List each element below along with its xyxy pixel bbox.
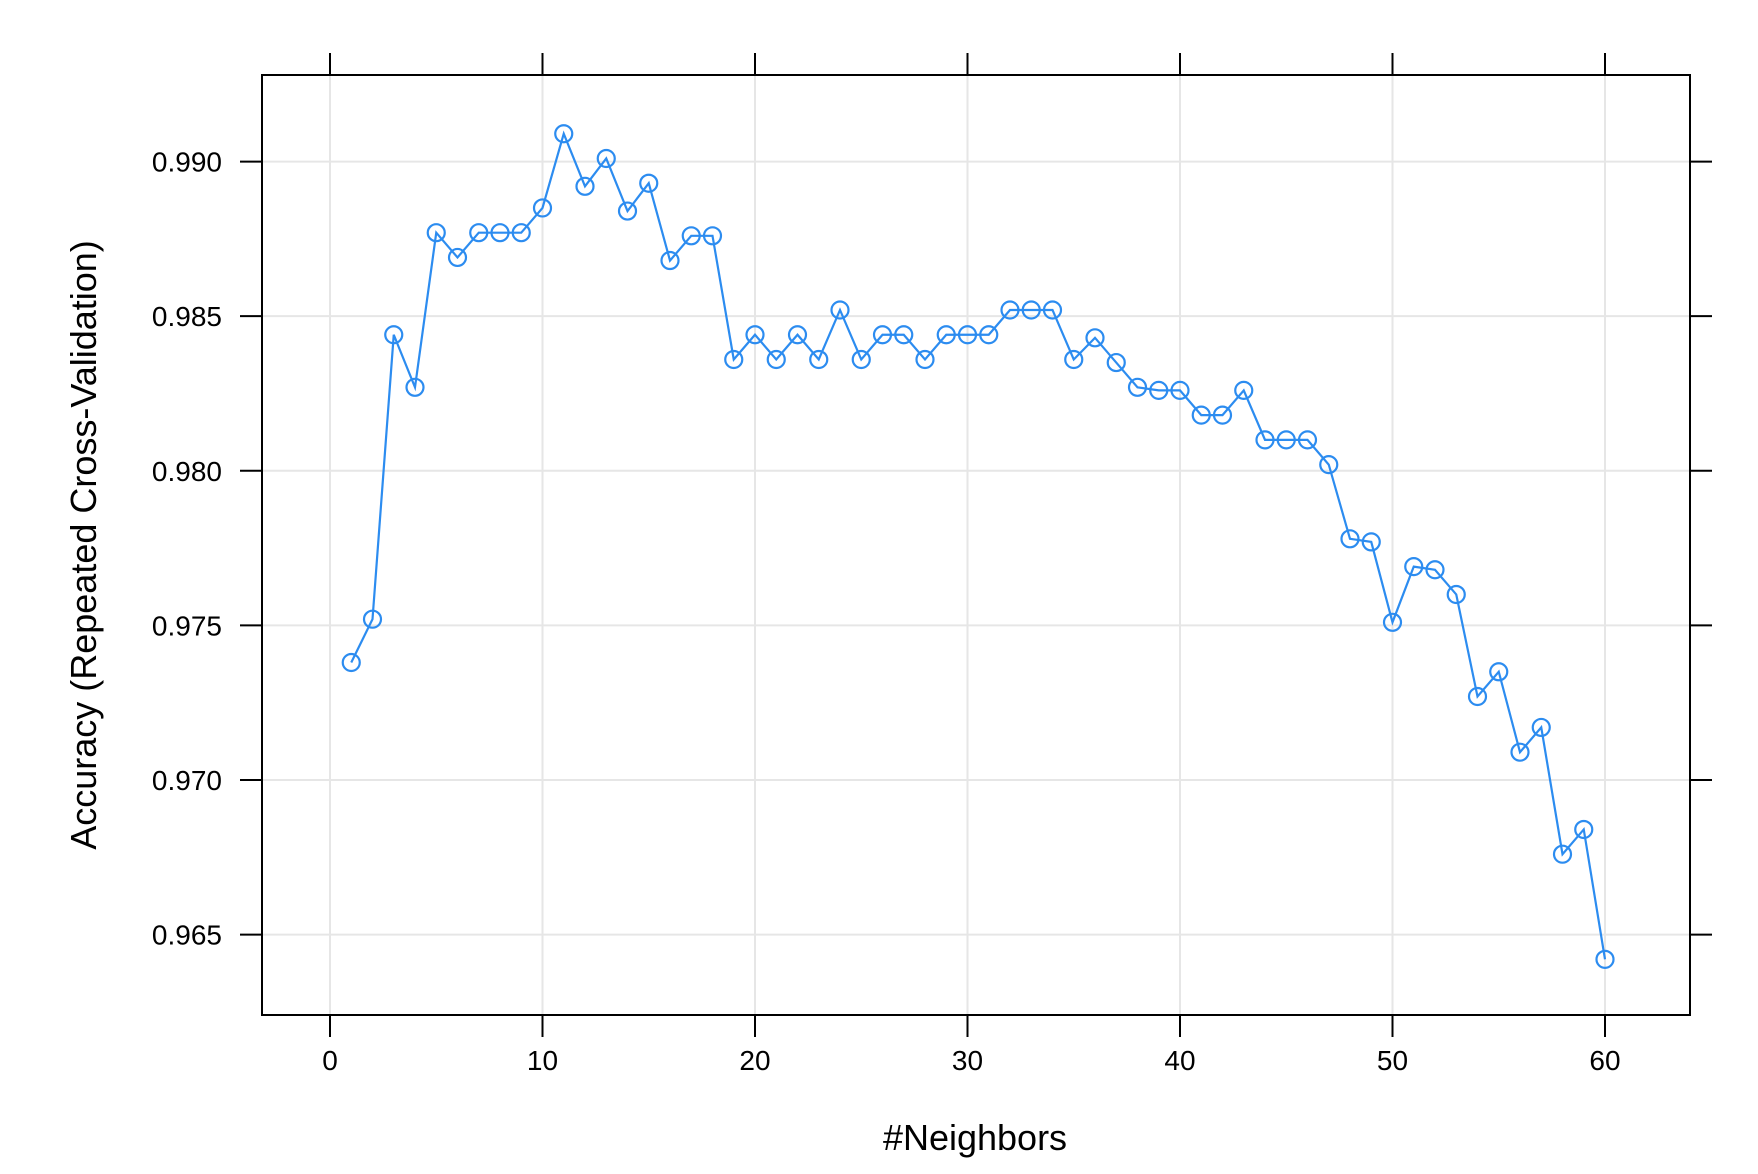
data-point <box>1489 662 1509 682</box>
data-point <box>341 652 361 673</box>
x-tick-label: 10 <box>527 1045 558 1076</box>
data-point <box>724 349 744 370</box>
y-tick-label: 0.965 <box>152 920 222 951</box>
data-point <box>1000 300 1020 320</box>
x-tick-label: 60 <box>1589 1045 1620 1076</box>
data-point <box>362 609 383 629</box>
data-point <box>1531 717 1551 738</box>
y-tick-label: 0.975 <box>152 610 222 641</box>
y-tick-label: 0.985 <box>152 301 222 332</box>
data-point <box>1446 584 1466 605</box>
data-point <box>1170 380 1190 400</box>
data-point <box>766 349 786 370</box>
x-tick-labels: 0 10 20 30 40 50 60 <box>322 1045 1620 1076</box>
data-point <box>894 325 914 345</box>
data-point <box>702 226 723 246</box>
data-point <box>1382 612 1403 632</box>
data-point <box>1552 844 1573 864</box>
data-point <box>787 325 808 345</box>
data-point <box>1255 430 1275 450</box>
data-point <box>957 325 978 345</box>
x-tick-label: 20 <box>739 1045 770 1076</box>
data-point <box>1212 405 1233 425</box>
data-point <box>554 124 574 144</box>
data-point <box>511 223 531 243</box>
data-point <box>596 148 616 169</box>
data-point <box>1234 380 1254 400</box>
data-point <box>490 223 510 243</box>
grid-lines <box>262 75 1690 1015</box>
y-tick-label: 0.970 <box>152 765 222 796</box>
data-point <box>1574 819 1594 840</box>
x-tick-label: 0 <box>322 1045 338 1076</box>
data-point <box>1510 742 1530 762</box>
x-tick-label: 30 <box>952 1045 983 1076</box>
data-point <box>447 247 468 268</box>
x-tick-label: 50 <box>1377 1045 1408 1076</box>
data-point <box>405 377 425 397</box>
data-point <box>1127 377 1148 397</box>
data-point <box>1595 949 1615 969</box>
data-point <box>915 349 935 370</box>
x-axis-title: #Neighbors <box>883 1117 1067 1158</box>
data-point <box>1021 300 1041 320</box>
data-point <box>830 300 850 320</box>
series-line <box>350 130 1607 960</box>
data-point <box>745 325 765 345</box>
data-point <box>1085 328 1105 348</box>
data-point <box>851 349 871 370</box>
data-point <box>1064 349 1084 370</box>
data-point <box>617 201 638 221</box>
data-point <box>1467 686 1488 707</box>
data-point <box>1276 430 1296 450</box>
y-tick-labels: 0.965 0.970 0.975 0.980 0.985 0.990 <box>152 147 222 951</box>
data-point <box>936 325 956 345</box>
data-point <box>1297 430 1318 450</box>
axis-ticks <box>240 53 1712 1037</box>
x-tick-label: 40 <box>1164 1045 1195 1076</box>
plot-frame <box>261 74 1691 1016</box>
data-point <box>1361 532 1381 552</box>
data-point <box>469 223 489 243</box>
data-point <box>1404 557 1424 577</box>
data-point <box>639 173 659 193</box>
data-point <box>1149 380 1169 400</box>
y-tick-label: 0.990 <box>152 147 222 178</box>
data-point <box>1340 529 1360 549</box>
data-point <box>1042 300 1063 320</box>
y-axis-title: Accuracy (Repeated Cross-Validation) <box>63 240 104 850</box>
data-point <box>1191 405 1211 425</box>
data-point <box>1319 455 1339 475</box>
data-point <box>979 325 999 345</box>
data-point <box>575 176 595 196</box>
data-point <box>872 325 893 345</box>
y-tick-label: 0.980 <box>152 456 222 487</box>
data-point <box>1425 560 1445 580</box>
data-point <box>532 198 553 218</box>
data-point <box>1106 352 1126 373</box>
data-point <box>681 226 701 246</box>
data-point <box>660 250 680 271</box>
series <box>341 124 1615 969</box>
data-point <box>426 223 446 243</box>
data-point <box>809 349 829 370</box>
data-point <box>384 325 404 345</box>
